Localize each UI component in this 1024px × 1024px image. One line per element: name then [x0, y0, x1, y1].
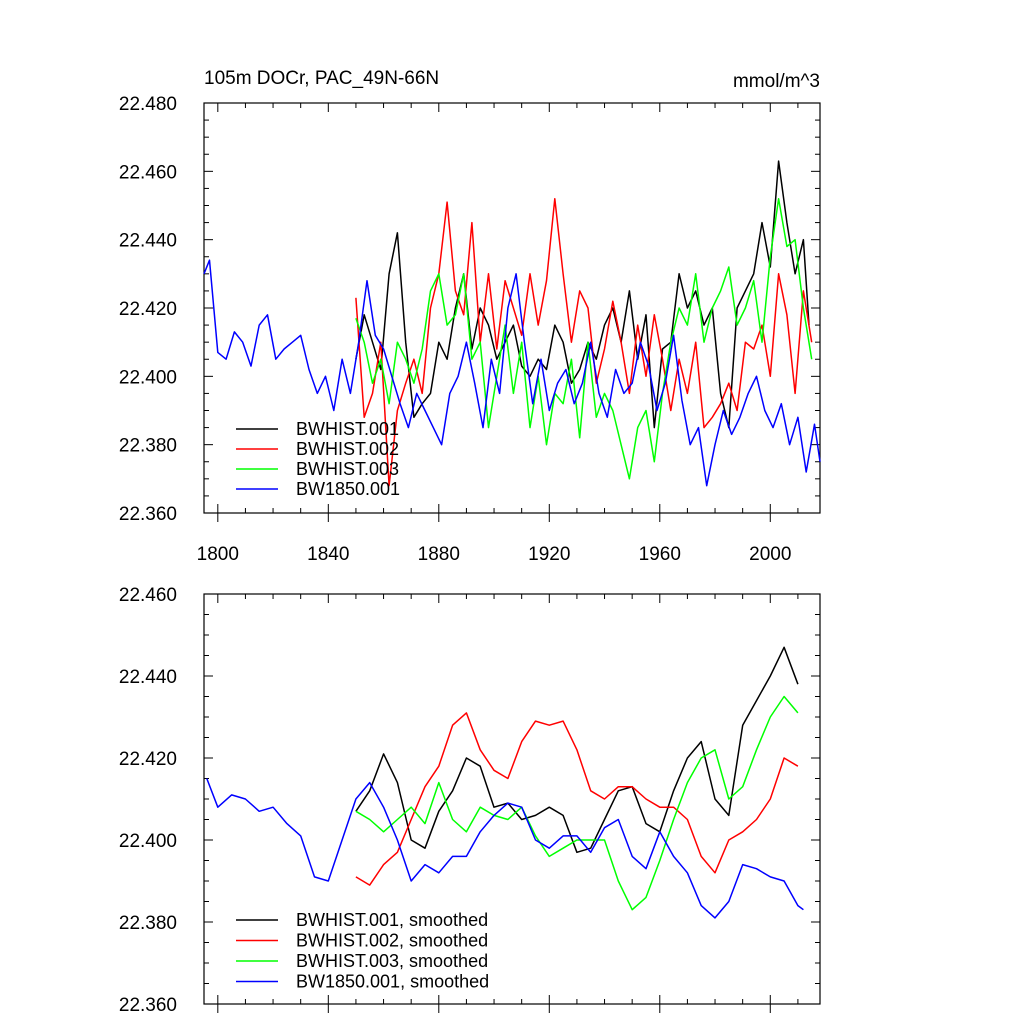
y-tick-label: 22.360 — [119, 504, 177, 525]
y-tick-label: 22.460 — [119, 585, 177, 606]
y-tick-label: 22.440 — [119, 667, 177, 688]
y-tick-label: 22.400 — [119, 831, 177, 852]
x-tick-label: 2000 — [749, 544, 791, 565]
y-tick-label: 22.440 — [119, 231, 177, 252]
plot-bottom: 22.360 22.380 22.400 22.420 22.440 22.460 BWHI… — [119, 585, 821, 1016]
plot-top: 22.360 22.380 22.400 22.420 22.440 22.460 22.4… — [119, 94, 821, 565]
series-line-bwhist-003 — [355, 197, 813, 480]
y-tick-label: 22.380 — [119, 913, 177, 934]
plot1-title: 105m DOCr, PAC_49N-66N — [204, 68, 439, 89]
series-line-bw1850-001-smoothed — [206, 778, 804, 919]
series-line-bwhist-001 — [355, 160, 810, 429]
legend-label: BWHIST.003, smoothed — [296, 951, 488, 971]
y-tick-label: 22.420 — [119, 299, 177, 320]
series-line-bwhist-001-smoothed — [355, 646, 799, 854]
x-tick-label: 1840 — [307, 544, 349, 565]
legend-label: BWHIST.001, smoothed — [296, 910, 488, 930]
y-tick-label: 22.420 — [119, 749, 177, 770]
plot1-units: mmol/m^3 — [733, 71, 820, 92]
series-line-bwhist-002-smoothed — [355, 712, 799, 886]
legend-label: BWHIST.001 — [296, 419, 399, 439]
x-tick-label: 1880 — [418, 544, 460, 565]
y-tick-label: 22.400 — [119, 367, 177, 388]
legend-label: BW1850.001, smoothed — [296, 972, 489, 992]
series-line-bw1850-001 — [203, 259, 821, 487]
y-tick-label: 22.380 — [119, 436, 177, 457]
legend-label: BWHIST.002, smoothed — [296, 931, 488, 951]
legend-label: BWHIST.002 — [296, 439, 399, 459]
legend-label: BWHIST.003 — [296, 459, 399, 479]
x-tick-label: 1800 — [197, 544, 239, 565]
legend-label: BW1850.001 — [296, 479, 400, 499]
y-tick-label: 22.360 — [119, 995, 177, 1016]
series-line-bwhist-003-smoothed — [355, 695, 799, 911]
x-tick-label: 1920 — [528, 544, 570, 565]
y-tick-label: 22.480 — [119, 94, 177, 115]
y-tick-label: 22.460 — [119, 162, 177, 183]
series-line-bwhist-002 — [355, 197, 813, 487]
x-tick-label: 1960 — [639, 544, 681, 565]
